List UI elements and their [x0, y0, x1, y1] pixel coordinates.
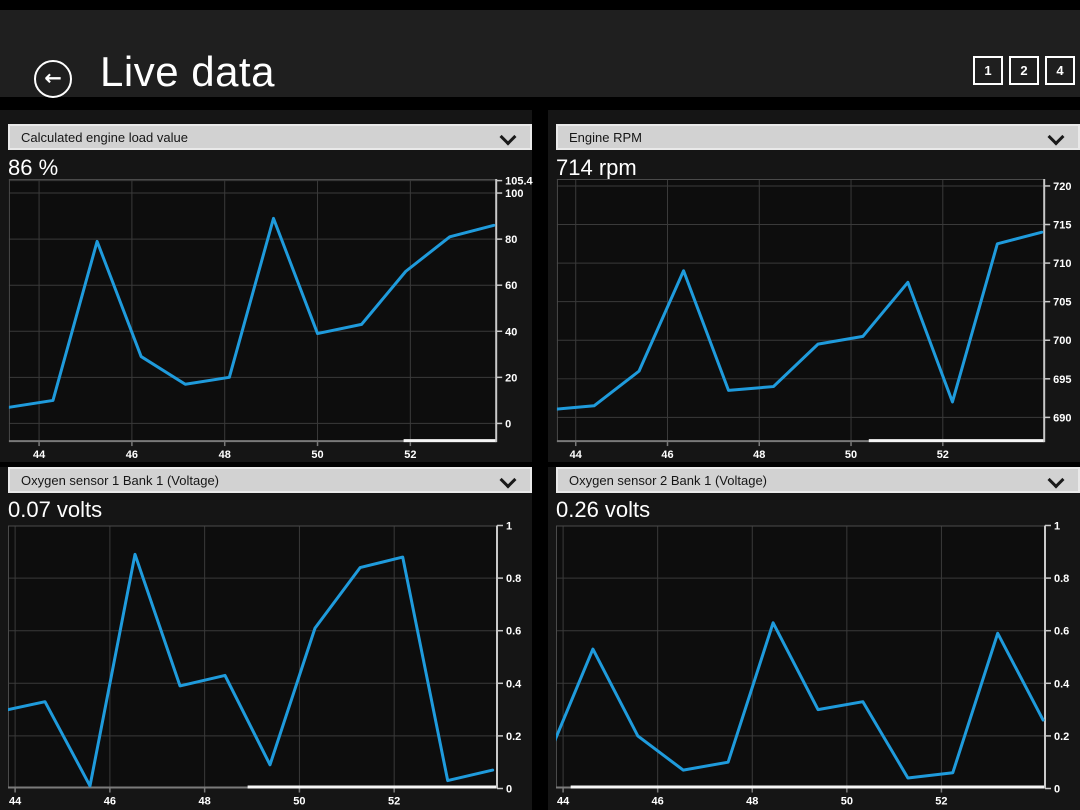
x-tick-label: 52 — [388, 796, 400, 808]
y-tick-label: 0 — [505, 418, 511, 430]
parameter-dropdown-label: Oxygen sensor 1 Bank 1 (Voltage) — [21, 472, 220, 488]
chevron-down-icon — [1047, 471, 1065, 489]
y-tick-label: 690 — [1053, 412, 1071, 424]
x-tick-label: 46 — [652, 796, 664, 808]
chevron-down-icon — [499, 471, 517, 489]
x-tick-label: 50 — [293, 796, 305, 808]
chart-panel-oxygen-sensor-2: Oxygen sensor 2 Bank 1 (Voltage) 0.26 vo… — [548, 467, 1080, 810]
y-tick-label: 20 — [505, 372, 517, 384]
x-tick-label: 48 — [219, 449, 231, 461]
y-tick-label: 0.8 — [506, 573, 521, 585]
y-tick-label: 1 — [1054, 521, 1060, 533]
x-tick-label: 48 — [753, 449, 765, 461]
line-chart: 0 0.2 0.4 0.6 0.8 1 44 46 48 50 52 — [556, 521, 1070, 808]
x-tick-label: 44 — [33, 449, 46, 461]
x-tick-label: 50 — [841, 796, 853, 808]
x-tick-label: 52 — [404, 449, 416, 461]
x-tick-label: 46 — [661, 449, 673, 461]
y-tick-label: 0.2 — [1054, 731, 1069, 743]
y-tick-label: 0.4 — [1054, 678, 1070, 690]
x-tick-label: 48 — [199, 796, 211, 808]
chart-line — [8, 216, 496, 409]
view-button-1[interactable]: 1 — [973, 56, 1003, 85]
chevron-down-icon — [1047, 128, 1065, 146]
x-tick-label: 44 — [570, 449, 583, 461]
y-tick-label: 1 — [506, 521, 512, 533]
y-tick-label: 0.2 — [506, 731, 521, 743]
x-tick-label: 52 — [937, 449, 949, 461]
y-tick-label: 695 — [1053, 374, 1071, 386]
layout-switcher: 1 2 4 — [973, 56, 1075, 85]
parameter-dropdown-label: Calculated engine load value — [21, 129, 188, 145]
x-tick-label: 44 — [9, 796, 22, 808]
chart-panel-engine-load: Calculated engine load value 86 % 0 20 40 6… — [0, 110, 533, 462]
y-tick-label: 105.4 — [505, 176, 533, 188]
chevron-down-icon — [499, 128, 517, 146]
y-tick-label: 80 — [505, 234, 517, 246]
y-tick-label: 0 — [506, 784, 512, 796]
y-tick-label: 100 — [505, 188, 523, 200]
x-tick-label: 52 — [935, 796, 947, 808]
line-chart: 0 0.2 0.4 0.6 0.8 1 44 46 48 50 52 — [8, 521, 522, 808]
x-tick-label: 50 — [311, 449, 323, 461]
parameter-dropdown[interactable]: Engine RPM — [556, 124, 1080, 150]
parameter-dropdown[interactable]: Oxygen sensor 1 Bank 1 (Voltage) — [8, 467, 532, 493]
x-tick-label: 46 — [126, 449, 138, 461]
y-tick-label: 0.6 — [1054, 626, 1069, 638]
x-tick-label: 46 — [104, 796, 116, 808]
y-tick-label: 700 — [1053, 335, 1071, 347]
y-tick-label: 60 — [505, 280, 517, 292]
view-button-2[interactable]: 2 — [1009, 56, 1039, 85]
parameter-dropdown-label: Oxygen sensor 2 Bank 1 (Voltage) — [569, 472, 768, 488]
y-tick-label: 720 — [1053, 181, 1071, 193]
parameter-dropdown[interactable]: Oxygen sensor 2 Bank 1 (Voltage) — [556, 467, 1080, 493]
current-value: 0.07 volts — [8, 497, 103, 522]
x-tick-label: 44 — [557, 796, 570, 808]
back-button[interactable]: ← — [34, 60, 72, 98]
y-tick-label: 0 — [1054, 784, 1060, 796]
x-tick-label: 48 — [746, 796, 758, 808]
chart-line — [556, 621, 1045, 780]
y-tick-label: 715 — [1053, 220, 1071, 232]
x-tick-label: 50 — [845, 449, 857, 461]
y-tick-label: 710 — [1053, 258, 1071, 270]
chart-line — [556, 230, 1044, 411]
y-tick-label: 0.8 — [1054, 573, 1069, 585]
parameter-dropdown-label: Engine RPM — [569, 129, 642, 145]
page-title: Live data — [100, 48, 275, 95]
view-button-4[interactable]: 4 — [1045, 56, 1075, 85]
current-value: 86 % — [8, 155, 59, 180]
y-tick-label: 40 — [505, 326, 517, 338]
chart-panel-engine-rpm: Engine RPM 714 rpm 690 695 700 705 710 715 720… — [548, 110, 1080, 462]
parameter-dropdown[interactable]: Calculated engine load value — [8, 124, 532, 150]
arrow-left-icon: ← — [44, 65, 62, 90]
header: ← Live data 1 2 4 — [0, 10, 1080, 98]
chart-panel-oxygen-sensor-1: Oxygen sensor 1 Bank 1 (Voltage) 0.07 vo… — [0, 467, 532, 810]
current-value: 714 rpm — [556, 155, 637, 180]
line-chart: 690 695 700 705 710 715 720 44 46 48 50 52 — [556, 179, 1071, 461]
y-tick-label: 705 — [1053, 297, 1071, 309]
y-tick-label: 0.4 — [506, 678, 522, 690]
y-tick-label: 0.6 — [506, 626, 521, 638]
current-value: 0.26 volts — [556, 497, 651, 522]
chart-line — [8, 552, 495, 788]
